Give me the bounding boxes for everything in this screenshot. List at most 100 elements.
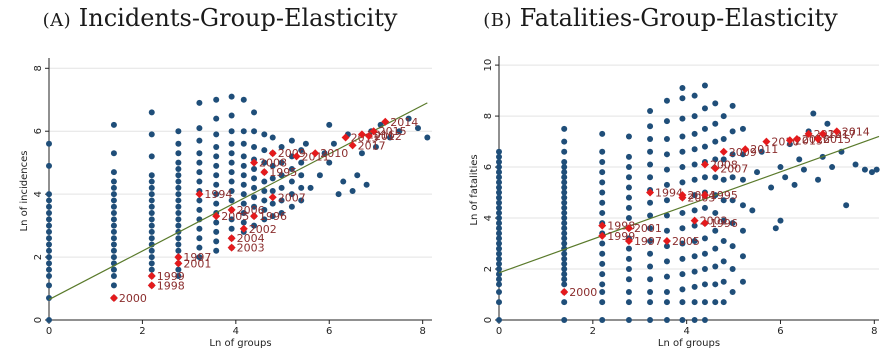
scatter-point-96: [196, 125, 203, 132]
scatter-point-154: [691, 161, 698, 168]
scatter-point-170: [701, 143, 708, 150]
highlight-label-2002: 2002: [249, 223, 277, 236]
scatter-point-131: [679, 271, 686, 278]
scatter-point-11: [496, 240, 502, 247]
scatter-point-44: [148, 254, 155, 261]
highlight-label-1998: 1998: [157, 279, 185, 292]
scatter-point-137: [240, 140, 247, 147]
scatter-point-81: [625, 288, 632, 295]
scatter-point-50: [561, 194, 568, 201]
highlight-label-1994: 1994: [204, 188, 232, 201]
scatter-point-140: [679, 133, 686, 140]
scatter-point-48: [148, 228, 155, 235]
x-tick-label-4: 8: [419, 326, 425, 337]
highlight-marker-2005: [662, 236, 671, 245]
scatter-point-159: [701, 317, 708, 323]
scatter-point-118: [228, 197, 235, 204]
highlight-label-2008: 2008: [259, 157, 287, 170]
y-tick-label-4: 8: [483, 113, 494, 119]
scatter-point-13: [46, 210, 52, 217]
scatter-point-121: [228, 169, 235, 176]
scatter-point-172: [278, 143, 285, 150]
scatter-point-16: [46, 191, 52, 198]
scatter-point-34: [561, 276, 568, 283]
highlight-marker-1995: [260, 168, 269, 177]
scatter-point-97: [196, 99, 203, 106]
scatter-point-135: [240, 162, 247, 169]
scatter-point-213: [754, 169, 761, 176]
scatter-point-163: [269, 175, 276, 182]
scatter-point-163: [701, 250, 708, 257]
scatter-point-191: [720, 197, 727, 204]
highlight-marker-2012: [364, 131, 373, 140]
highlight-marker-2005: [212, 212, 221, 221]
scatter-point-121: [663, 197, 670, 204]
scatter-point-105: [647, 199, 654, 206]
scatter-point-169: [278, 184, 285, 191]
scatter-point-134: [240, 172, 247, 179]
scatter-point-93: [196, 159, 203, 166]
scatter-point-56: [148, 178, 155, 185]
scatter-point-15: [496, 220, 502, 227]
scatter-point-196: [729, 288, 736, 295]
scatter-point-90: [625, 194, 632, 201]
scatter-point-27: [110, 235, 117, 242]
scatter-point-97: [647, 299, 654, 306]
scatter-point-124: [663, 151, 670, 158]
scatter-point-65: [599, 271, 606, 278]
scatter-point-96: [647, 317, 654, 323]
scatter-point-74: [599, 179, 606, 186]
scatter-point-160: [269, 213, 276, 220]
scatter-point-188: [335, 191, 342, 198]
highlight-label-2010: 2010: [320, 147, 348, 160]
scatter-point-99: [647, 276, 654, 283]
panel-fatalities: (B) Fatalities-Group-Elasticity 0 2 4 6 8 0 2 4…: [440, 0, 881, 363]
scatter-point-26: [496, 164, 502, 171]
scatter-point-92: [625, 174, 632, 181]
panel-title-b: (B) Fatalities-Group-Elasticity: [483, 4, 838, 32]
scatter-point-33: [110, 197, 117, 204]
highlight-marker-2016: [792, 135, 801, 144]
scatter-point-178: [712, 227, 719, 234]
scatter-point-32: [110, 203, 117, 210]
highlight-marker-2001: [174, 259, 183, 268]
scatter-point-55: [561, 169, 568, 176]
scatter-point-2: [496, 288, 502, 295]
scatter-point-201: [729, 174, 736, 181]
highlight-label-2006: 2006: [237, 204, 265, 217]
scatter-point-51: [561, 189, 568, 196]
x-tick-label-1: 2: [139, 326, 145, 337]
scatter-point-91: [625, 184, 632, 191]
scatter-point-65: [175, 247, 182, 254]
incidents-scatter-chart: 0 2 4 6 8 0 2 4 6 8 Ln of groups Ln of incidences 20…: [19, 58, 432, 349]
scatter-point-142: [679, 95, 686, 102]
scatter-point-227: [824, 120, 831, 127]
scatter-point-140: [251, 222, 258, 229]
highlight-marker-1996: [250, 212, 259, 221]
scatter-point-153: [261, 197, 268, 204]
highlight-label-1997: 1997: [634, 235, 662, 248]
scatter-point-181: [298, 172, 305, 179]
scatter-point-78: [175, 165, 182, 172]
scatter-point-205: [326, 121, 333, 128]
scatter-point-162: [701, 266, 708, 273]
panel-letter-b: B: [490, 10, 505, 31]
highlight-marker-2016: [357, 130, 366, 139]
scatter-point-107: [213, 162, 220, 169]
highlight-label-2015: 2015: [379, 125, 407, 138]
scatter-point-166: [269, 134, 276, 141]
scatter-point-184: [712, 120, 719, 127]
scatter-point-176: [712, 263, 719, 270]
scatter-point-123: [228, 150, 235, 157]
scatter-point-116: [663, 273, 670, 280]
scatter-point-58: [148, 153, 155, 160]
scatter-point-233: [868, 169, 875, 176]
scatter-point-22: [110, 266, 117, 273]
highlight-marker-2003: [227, 243, 236, 252]
scatter-point-109: [647, 148, 654, 155]
highlight-marker-2008: [250, 158, 259, 167]
scatter-point-134: [679, 225, 686, 232]
scatter-point-209: [739, 176, 746, 183]
scatter-point-123: [663, 166, 670, 173]
scatter-point-7: [46, 247, 52, 254]
